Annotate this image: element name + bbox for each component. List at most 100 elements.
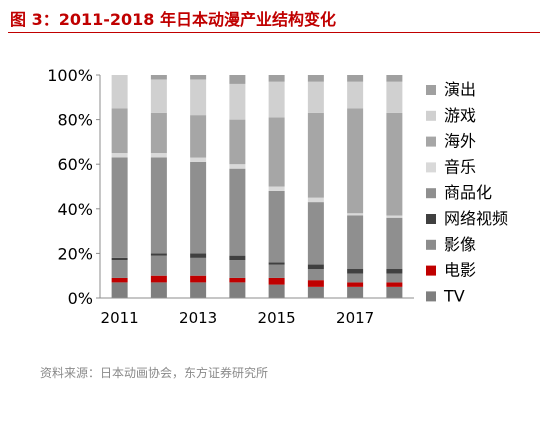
legend-swatch xyxy=(426,136,436,147)
bar-segment xyxy=(268,117,285,187)
title-rule xyxy=(8,32,540,33)
legend-label: 海外 xyxy=(444,132,476,151)
y-tick-label: 80% xyxy=(57,111,93,130)
legend-swatch xyxy=(426,291,436,302)
y-tick-label: 20% xyxy=(57,244,93,263)
bar-segment xyxy=(307,75,324,82)
legend-label: 电影 xyxy=(444,261,476,280)
y-tick-label: 60% xyxy=(57,155,93,174)
legend-label: 音乐 xyxy=(444,157,476,176)
x-tick-label: 2011 xyxy=(101,309,139,327)
bar-segment xyxy=(111,108,128,154)
legend-label: 商品化 xyxy=(444,183,492,202)
bar-segment xyxy=(229,75,246,84)
bar-segment xyxy=(386,112,403,216)
bar-segment xyxy=(150,112,167,154)
legend-label: 游戏 xyxy=(444,106,476,125)
bar-segment xyxy=(386,286,403,298)
bar-segment xyxy=(307,112,324,198)
bar-segment xyxy=(268,81,285,118)
legend-item: 海外 xyxy=(426,132,476,151)
bar-segment xyxy=(347,269,364,274)
bar-segment xyxy=(111,157,128,258)
figure-title: 图 3：2011-2018 年日本动漫产业结构变化 xyxy=(10,10,336,29)
y-tick-label: 0% xyxy=(68,289,93,308)
bar-segment xyxy=(150,253,167,256)
y-tick-label: 100% xyxy=(47,66,93,85)
bar-segment xyxy=(386,75,403,82)
legend-item: 游戏 xyxy=(426,106,476,125)
bar-segment xyxy=(229,282,246,298)
bar-segment xyxy=(347,215,364,270)
x-axis: 2011 2013 2015 2017 xyxy=(100,297,414,327)
bar-segment xyxy=(307,280,324,287)
bar-segment xyxy=(347,108,364,214)
bar-stack xyxy=(347,75,364,298)
bar-segment xyxy=(307,286,324,298)
bar-segment xyxy=(347,213,364,216)
bar-segment xyxy=(307,197,324,203)
bar-segment xyxy=(229,164,246,169)
legend-item: 商品化 xyxy=(426,183,492,202)
bar-segment xyxy=(150,255,167,276)
legend-label: 演出 xyxy=(444,80,476,99)
bar-segment xyxy=(268,284,285,298)
bar-segment xyxy=(150,75,167,80)
bar-segment xyxy=(268,75,285,82)
bar-segment xyxy=(268,186,285,191)
legend-item: TV xyxy=(426,286,465,305)
bar-segment xyxy=(307,202,324,265)
legend-swatch xyxy=(426,85,436,95)
bar-segment xyxy=(268,277,285,285)
bar-segment xyxy=(190,282,207,298)
legend-item: 影像 xyxy=(426,235,476,254)
bar-segment xyxy=(111,260,128,278)
bar-segment xyxy=(229,168,246,256)
bar-segment xyxy=(229,83,246,120)
bar-segment xyxy=(347,282,364,287)
bar-stack xyxy=(111,75,128,298)
bar-segment xyxy=(307,81,324,113)
bars xyxy=(111,75,403,298)
bar-segment xyxy=(111,282,128,298)
bar-segment xyxy=(111,153,128,158)
legend-label: 网络视频 xyxy=(444,209,508,228)
bar-segment xyxy=(386,215,403,218)
bar-segment xyxy=(268,262,285,265)
bar-segment xyxy=(190,79,207,116)
bar-segment xyxy=(347,286,364,298)
bar-segment xyxy=(150,275,167,283)
legend-swatch xyxy=(426,188,436,199)
legend-label: 影像 xyxy=(444,235,476,254)
bar-segment xyxy=(150,153,167,158)
bar-segment xyxy=(111,257,128,261)
legend-item: 网络视频 xyxy=(426,209,508,228)
bar-segment xyxy=(229,277,246,283)
x-tick-label: 2017 xyxy=(336,309,374,327)
bar-segment xyxy=(190,75,207,80)
legend-swatch xyxy=(426,110,436,121)
bar-segment xyxy=(150,157,167,254)
bar-segment xyxy=(386,282,403,287)
legend-swatch xyxy=(426,162,436,173)
bar-segment xyxy=(347,75,364,82)
bar-segment xyxy=(150,282,167,298)
bar-segment xyxy=(307,269,324,281)
y-axis: 0% 20% 40% 60% 80% 100% xyxy=(47,66,101,308)
bar-segment xyxy=(386,217,403,270)
bar-segment xyxy=(386,273,403,283)
bar-segment xyxy=(229,255,246,261)
bar-stack xyxy=(386,75,403,298)
bar-segment xyxy=(229,119,246,165)
x-tick-label: 2013 xyxy=(179,309,217,327)
legend-item: 电影 xyxy=(426,261,476,280)
bar-segment xyxy=(190,115,207,158)
legend-swatch xyxy=(426,265,436,276)
stacked-bar-chart: 0% 20% 40% 60% 80% 100% 2011 2013 2015 2017 演出游戏… xyxy=(47,66,508,327)
bar-segment xyxy=(111,277,128,283)
legend-label: TV xyxy=(443,286,465,305)
bar-stack xyxy=(190,75,207,298)
bar-segment xyxy=(229,260,246,278)
bar-segment xyxy=(190,157,207,162)
